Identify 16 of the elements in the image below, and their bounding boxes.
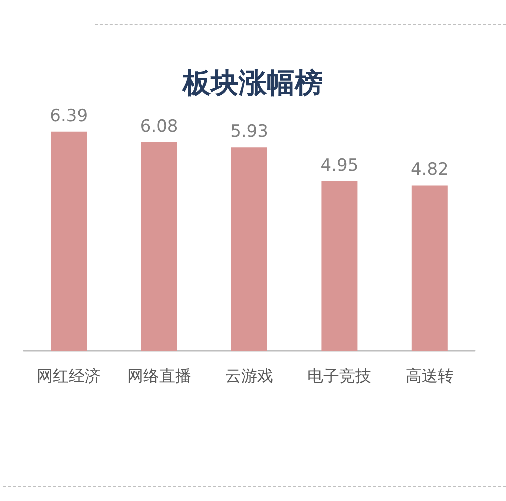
bar (141, 142, 178, 351)
bar (232, 148, 268, 351)
x-tick-label: 电子竞技 (308, 366, 372, 386)
bar (51, 132, 88, 351)
bar (322, 181, 358, 351)
bar (412, 186, 448, 351)
data-label: 5.93 (230, 122, 268, 142)
x-tick-label: 高送转 (406, 366, 454, 386)
x-tick-label: 网络直播 (127, 366, 192, 386)
data-label: 4.82 (410, 160, 449, 180)
x-tick-label: 云游戏 (226, 366, 274, 386)
data-label: 6.39 (50, 106, 88, 126)
data-label: 4.95 (320, 156, 359, 176)
x-tick-label: 网红经济 (37, 366, 102, 386)
chart-title: 板块涨幅榜 (182, 66, 323, 100)
data-label: 6.08 (140, 117, 178, 138)
